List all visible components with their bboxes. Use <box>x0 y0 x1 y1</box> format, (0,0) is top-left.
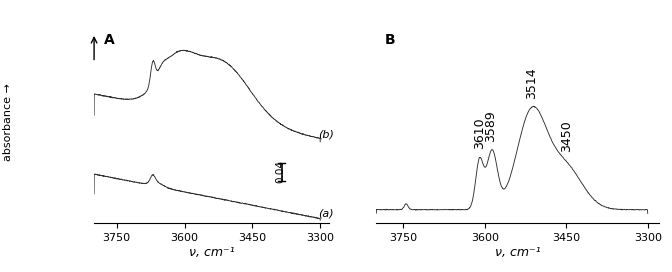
Text: B: B <box>385 33 395 47</box>
Text: A: A <box>103 33 114 47</box>
Text: 3514: 3514 <box>525 67 538 98</box>
Text: 3450: 3450 <box>560 121 573 153</box>
Text: 3589: 3589 <box>485 110 497 142</box>
Text: (b): (b) <box>318 129 334 140</box>
Text: absorbance →: absorbance → <box>3 84 13 161</box>
Text: 3610: 3610 <box>473 118 486 149</box>
Text: 0.04: 0.04 <box>276 160 286 183</box>
Text: (a): (a) <box>318 209 333 219</box>
X-axis label: ν, cm⁻¹: ν, cm⁻¹ <box>495 246 540 259</box>
X-axis label: ν, cm⁻¹: ν, cm⁻¹ <box>189 246 235 259</box>
